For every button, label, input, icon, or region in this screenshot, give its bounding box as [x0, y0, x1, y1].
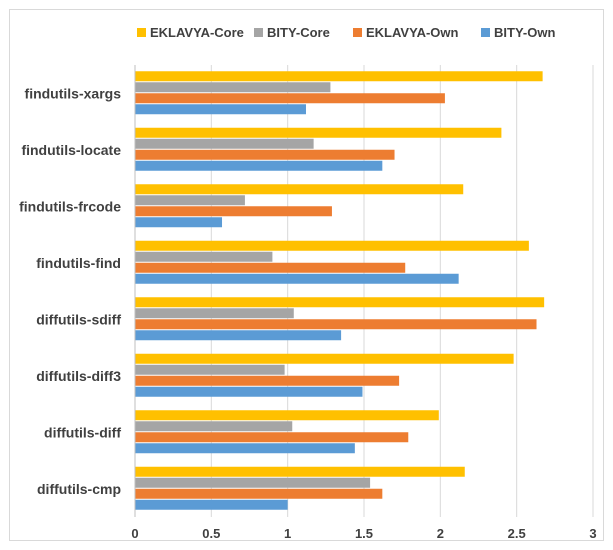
category-label: diffutils-diff — [44, 424, 121, 440]
bar-bity-core-diffutils-diff3 — [135, 364, 285, 375]
bar-eklavya-own-diffutils-diff — [135, 432, 409, 443]
bar-bity-own-diffutils-diff — [135, 443, 355, 454]
legend-label: EKLAVYA-Core — [150, 25, 244, 40]
bar-eklavya-own-findutils-xargs — [135, 93, 445, 104]
bar-eklavya-core-diffutils-cmp — [135, 466, 465, 477]
bar-bity-core-diffutils-sdiff — [135, 308, 294, 319]
bar-bity-own-findutils-locate — [135, 160, 383, 171]
legend-swatch-bity-core — [254, 28, 263, 37]
bar-eklavya-core-findutils-find — [135, 240, 529, 251]
legend-label: EKLAVYA-Own — [366, 25, 459, 40]
bar-eklavya-own-findutils-locate — [135, 149, 395, 160]
bar-bity-own-findutils-find — [135, 273, 459, 284]
legend-swatch-eklavya-core — [137, 28, 146, 37]
legend-swatch-eklavya-own — [353, 28, 362, 37]
chart-frame — [9, 9, 604, 541]
bar-eklavya-own-findutils-find — [135, 262, 406, 273]
bar-bity-core-diffutils-cmp — [135, 477, 371, 488]
bar-eklavya-core-findutils-locate — [135, 127, 502, 138]
bar-eklavya-core-findutils-xargs — [135, 71, 543, 82]
bar-bity-own-findutils-xargs — [135, 104, 306, 115]
bar-eklavya-own-diffutils-sdiff — [135, 319, 537, 330]
category-label: findutils-xargs — [25, 85, 122, 101]
category-label: findutils-frcode — [19, 198, 121, 214]
bar-bity-core-diffutils-diff — [135, 421, 293, 432]
bar-eklavya-core-findutils-frcode — [135, 184, 464, 195]
x-tick-label: 2.5 — [508, 526, 526, 541]
bar-bity-own-diffutils-cmp — [135, 499, 288, 510]
legend-label: BITY-Core — [267, 25, 330, 40]
bar-bity-own-diffutils-diff3 — [135, 386, 363, 397]
bar-eklavya-core-diffutils-diff3 — [135, 353, 514, 364]
bar-bity-core-findutils-frcode — [135, 195, 245, 206]
x-tick-label: 2 — [437, 526, 444, 541]
category-label: diffutils-sdiff — [36, 311, 121, 327]
x-tick-label: 3 — [589, 526, 596, 541]
bar-bity-own-diffutils-sdiff — [135, 330, 342, 341]
bar-eklavya-own-diffutils-cmp — [135, 488, 383, 499]
category-label: diffutils-cmp — [37, 481, 121, 497]
bar-bity-core-findutils-find — [135, 251, 273, 262]
bar-bity-core-findutils-xargs — [135, 82, 331, 93]
legend-swatch-bity-own — [481, 28, 490, 37]
category-label: findutils-find — [36, 255, 121, 271]
category-label: diffutils-diff3 — [36, 368, 121, 384]
bar-eklavya-own-diffutils-diff3 — [135, 375, 400, 386]
x-tick-label: 0 — [131, 526, 138, 541]
bar-eklavya-core-diffutils-diff — [135, 410, 439, 421]
bar-bity-core-findutils-locate — [135, 138, 314, 149]
bar-eklavya-own-findutils-frcode — [135, 206, 332, 217]
x-tick-label: 1.5 — [355, 526, 373, 541]
bar-bity-own-findutils-frcode — [135, 217, 223, 228]
legend-label: BITY-Own — [494, 25, 555, 40]
category-label: findutils-locate — [21, 142, 121, 158]
x-tick-label: 1 — [284, 526, 291, 541]
x-tick-label: 0.5 — [202, 526, 220, 541]
bar-eklavya-core-diffutils-sdiff — [135, 297, 545, 308]
